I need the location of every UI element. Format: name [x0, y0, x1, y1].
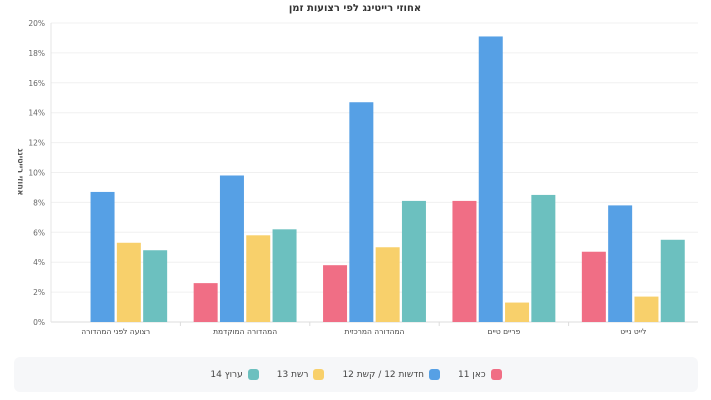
legend-label: רשת 13: [276, 369, 309, 380]
legend-swatch: [247, 369, 259, 380]
legend-label: כאן 11: [458, 369, 486, 380]
bar-chart: אחוזי רייטינג לפי רצועות זמן אחוזי רייטי…: [16, 3, 698, 336]
bar: [505, 302, 530, 322]
bar: [401, 200, 426, 322]
bar: [219, 175, 244, 322]
legend-item[interactable]: רשת 13: [277, 369, 325, 380]
legend-label: ערוץ 14: [210, 369, 243, 380]
bar: [246, 235, 271, 322]
chart-title: אחוזי רייטינג לפי רצועות זמן: [289, 3, 421, 14]
bar: [323, 265, 348, 322]
y-tick-label: 4%: [33, 258, 45, 267]
bar: [478, 36, 503, 323]
bar: [193, 283, 218, 322]
x-tick-label: לייט נייט: [620, 327, 646, 336]
legend-swatch: [490, 369, 502, 380]
legend-item[interactable]: ערוץ 14: [210, 369, 259, 380]
y-tick-label: 20%: [28, 19, 45, 28]
legend: כאן 11 חדשות 12 / קשת 12 רשת 13 ערוץ 14: [14, 357, 698, 392]
x-tick-label: המהדורה המוקדמת: [213, 327, 277, 336]
bar: [634, 296, 659, 322]
legend-swatch: [313, 369, 325, 380]
legend-label: חדשות 12 / קשת 12: [342, 369, 425, 380]
y-tick-label: 8%: [33, 198, 45, 207]
bar: [116, 242, 141, 322]
legend-item[interactable]: חדשות 12 / קשת 12: [342, 369, 441, 380]
legend-swatch: [429, 369, 441, 380]
x-tick-label: המהדורה המרכזית: [345, 327, 405, 336]
bar: [349, 102, 374, 322]
y-tick-label: 10%: [28, 169, 45, 178]
x-tick-label: רצועה לפני המהדורה: [81, 327, 150, 336]
y-tick-label: 6%: [33, 228, 45, 237]
y-tick-label: 12%: [28, 139, 45, 148]
y-tick-label: 2%: [33, 288, 45, 297]
bar: [608, 205, 633, 322]
bar: [531, 194, 556, 322]
y-tick-label: 0%: [33, 318, 45, 327]
bar: [375, 247, 400, 322]
bar: [143, 250, 168, 322]
y-tick-label: 14%: [28, 109, 45, 118]
bar: [272, 229, 297, 322]
x-tick-label: פריים טיים: [487, 327, 520, 336]
legend-item[interactable]: כאן 11: [458, 369, 502, 380]
y-axis-label: אחוזי רייטינג: [16, 149, 25, 196]
bar: [581, 251, 606, 322]
bar: [452, 200, 477, 322]
bar: [660, 239, 685, 322]
y-tick-label: 16%: [28, 79, 45, 88]
bar: [90, 191, 115, 322]
y-tick-label: 18%: [28, 49, 45, 58]
